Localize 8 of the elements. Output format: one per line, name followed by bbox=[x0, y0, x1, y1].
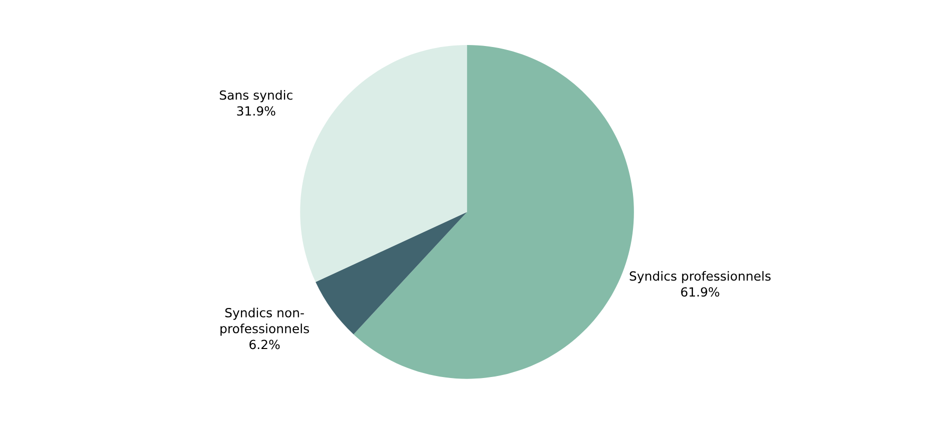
data-label: 61.9% bbox=[681, 287, 720, 297]
slice-label: Syndics professionnels bbox=[630, 271, 771, 284]
data-label: 6.2% bbox=[249, 340, 280, 350]
slice-label: Sans syndic bbox=[220, 90, 292, 102]
data-label: 31.9% bbox=[237, 106, 276, 116]
pie-slice bbox=[300, 45, 468, 282]
slice-label: Syndics non- professionnels bbox=[220, 308, 309, 336]
pie-slice bbox=[316, 212, 468, 334]
